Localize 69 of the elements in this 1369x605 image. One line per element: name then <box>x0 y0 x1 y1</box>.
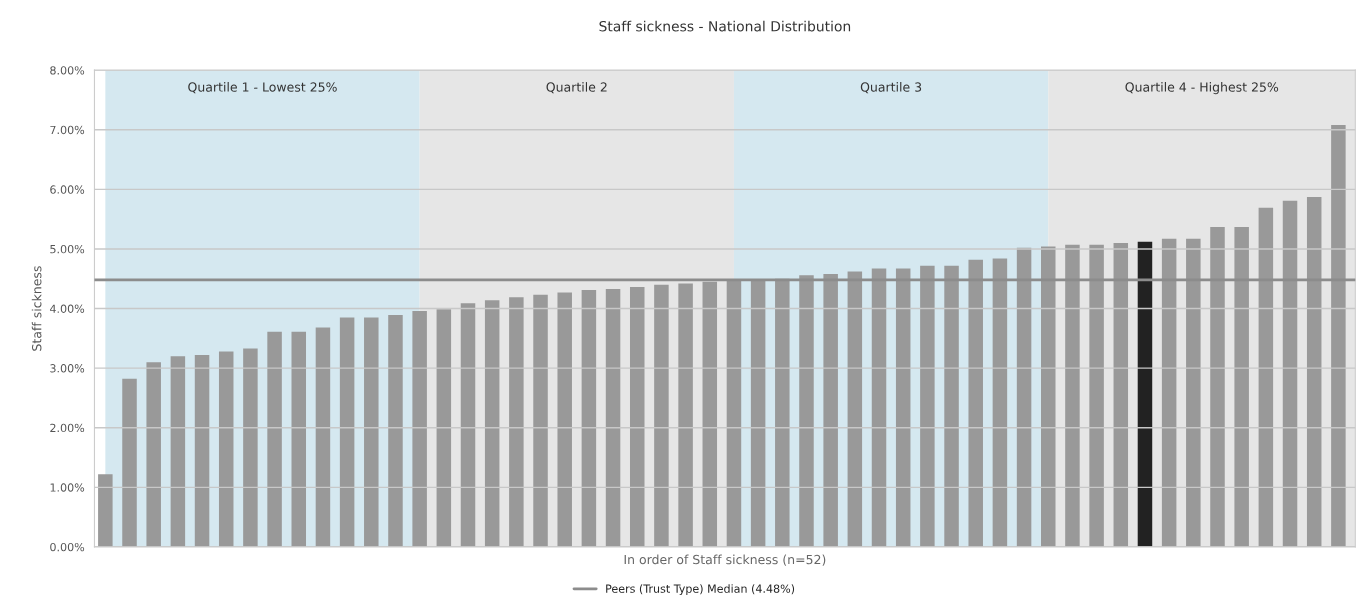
bar <box>944 265 959 547</box>
bar <box>557 292 572 547</box>
legend-label: Peers (Trust Type) Median (4.48%) <box>606 584 795 595</box>
bar <box>267 331 282 547</box>
bar <box>1210 226 1225 547</box>
bar <box>581 290 597 547</box>
bar <box>629 287 645 547</box>
bar <box>412 310 427 547</box>
y-axis-title: Staff sickness <box>31 266 42 351</box>
bar <box>1186 238 1201 547</box>
y-tick-label: 4.00% <box>49 304 85 313</box>
annotation: Quartile 4 - Highest 25% <box>1125 82 1279 95</box>
bar <box>1234 226 1249 547</box>
bar <box>460 303 476 547</box>
bar <box>678 283 693 547</box>
bar <box>1331 125 1346 547</box>
bar <box>364 317 379 547</box>
y-tick-label: 5.00% <box>50 244 85 254</box>
y-tick-label: 0.00% <box>50 542 85 552</box>
annotation: Quartile 1 - Lowest 25% <box>188 82 337 94</box>
bar <box>871 268 887 547</box>
y-tick-label: 7.00% <box>50 125 85 135</box>
bar <box>388 315 403 547</box>
bar <box>339 317 355 547</box>
bar <box>194 355 210 547</box>
bar <box>484 300 500 547</box>
y-tick-label: 1.00% <box>50 483 85 492</box>
bar <box>1113 243 1129 547</box>
bar <box>1161 238 1177 547</box>
bar <box>1089 244 1104 547</box>
bar <box>122 378 137 547</box>
bar <box>218 351 234 547</box>
bar <box>799 275 814 547</box>
annotation: Quartile 3 <box>860 82 922 94</box>
bar <box>1306 197 1322 547</box>
bar <box>146 362 161 547</box>
bar <box>726 279 742 547</box>
bar <box>436 309 452 547</box>
bar <box>1258 207 1274 547</box>
bar <box>654 284 669 547</box>
bar <box>533 294 548 547</box>
bar <box>1041 246 1056 547</box>
bar <box>823 273 838 547</box>
y-tick-label: 3.00% <box>50 364 85 373</box>
bar <box>750 279 766 547</box>
bar <box>509 297 524 547</box>
bar <box>847 271 863 547</box>
bar <box>1137 241 1153 547</box>
chart-title: Staff sickness - National Distribution <box>599 20 851 32</box>
bar <box>605 288 621 547</box>
y-tick-label: 8.00% <box>50 66 85 75</box>
bar <box>1282 200 1298 547</box>
bar <box>895 268 911 547</box>
bar <box>170 356 186 547</box>
y-tick-label: 6.00% <box>50 185 85 194</box>
x-axis-title: In order of Staff sickness (n=52) <box>624 554 826 566</box>
bar <box>920 265 935 547</box>
bar <box>968 259 983 547</box>
y-tick-label: 2.00% <box>50 423 85 433</box>
bar <box>992 258 1008 547</box>
bar <box>98 474 113 547</box>
bar <box>243 348 258 547</box>
annotation: Quartile 2 <box>546 82 607 94</box>
bar <box>315 327 331 547</box>
bar <box>1065 244 1080 547</box>
bar <box>702 281 718 547</box>
bar <box>775 278 790 547</box>
bar <box>1016 247 1032 547</box>
bar <box>291 331 307 547</box>
